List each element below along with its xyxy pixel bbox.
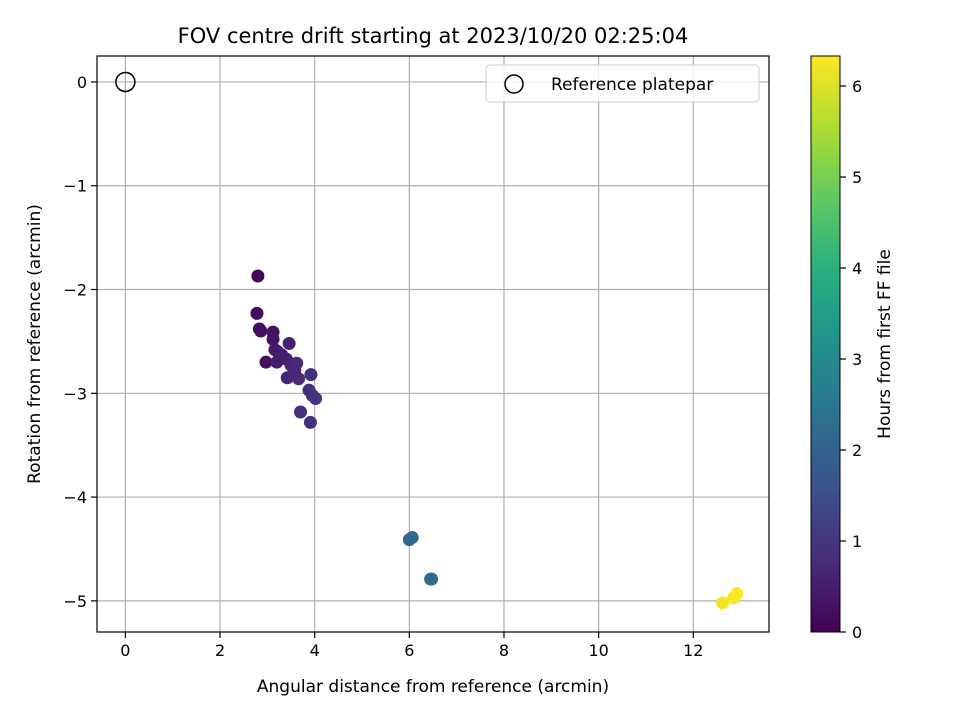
scatter-point <box>282 336 296 350</box>
x-tick-label: 8 <box>499 641 509 660</box>
legend-marker <box>504 74 524 94</box>
y-axis-ticks: 0 −1 −2 −3 −4 −5 <box>63 73 97 611</box>
colorbar: 0 1 2 3 4 5 6 Hours from first FF file <box>810 55 895 642</box>
x-tick-label: 10 <box>588 641 608 660</box>
plot-frame <box>96 55 770 633</box>
colorbar-ticks: 0 1 2 3 4 5 6 <box>840 77 862 642</box>
scatter-point <box>254 324 268 338</box>
data-points <box>250 269 744 610</box>
scatter-point <box>250 306 264 320</box>
legend-box <box>485 64 760 103</box>
x-axis-label: Angular distance from reference (arcmin) <box>257 677 609 697</box>
scatter-point <box>280 371 294 385</box>
reference-marker-group <box>115 71 136 93</box>
y-tick-label: 0 <box>77 73 87 92</box>
x-tick-label: 4 <box>310 641 320 660</box>
y-tick-label: −3 <box>63 384 87 403</box>
y-tick-label: −4 <box>63 488 87 507</box>
colorbar-tick-label: 0 <box>852 623 862 642</box>
colorbar-tick-label: 2 <box>852 441 862 460</box>
scatter-point <box>259 355 273 369</box>
scatter-point <box>303 415 317 429</box>
x-tick-label: 0 <box>120 641 130 660</box>
colorbar-tick-label: 6 <box>852 77 862 96</box>
scatter-point <box>405 531 419 545</box>
y-tick-label: −2 <box>63 281 87 300</box>
y-axis-label: Rotation from reference (arcmin) <box>25 204 45 484</box>
x-tick-label: 2 <box>215 641 225 660</box>
scatter-point <box>293 405 307 419</box>
grid-lines <box>97 56 769 632</box>
legend: Reference platepar <box>485 64 760 103</box>
y-tick-label: −1 <box>63 177 87 196</box>
x-axis-ticks: 0 2 4 6 8 10 12 <box>120 632 703 660</box>
colorbar-frame <box>810 55 841 633</box>
scatter-point <box>292 372 306 386</box>
scatter-point <box>251 269 265 283</box>
scatter-point <box>290 356 304 370</box>
x-tick-label: 6 <box>404 641 414 660</box>
scatter-point <box>730 587 744 601</box>
colorbar-tick-label: 4 <box>852 259 862 278</box>
scatter-point <box>425 572 439 586</box>
y-tick-label: −5 <box>63 592 87 611</box>
scatter-point <box>716 596 730 610</box>
scatter-point <box>309 391 323 405</box>
scatter-point <box>266 332 280 346</box>
reference-platepar-marker <box>115 71 136 93</box>
colorbar-label: Hours from first FF file <box>875 249 895 439</box>
x-tick-label: 12 <box>683 641 703 660</box>
legend-label: Reference platepar <box>551 75 713 95</box>
colorbar-tick-label: 1 <box>852 532 862 551</box>
chart-title: FOV centre drift starting at 2023/10/20 … <box>178 24 689 48</box>
scatter-point <box>304 368 318 382</box>
colorbar-tick-label: 5 <box>852 168 862 187</box>
colorbar-tick-label: 3 <box>852 350 862 369</box>
colorbar-gradient <box>811 56 840 632</box>
